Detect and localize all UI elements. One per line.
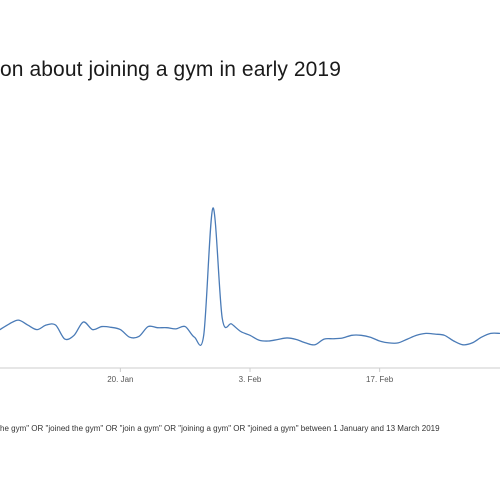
series-line [0,207,500,347]
x-tick-label: 17. Feb [366,375,394,384]
x-tick-label: 3. Feb [239,375,262,384]
chart-title: on about joining a gym in early 2019 [0,58,341,81]
plot-area: 20. Jan 3. Feb 17. Feb [0,207,500,384]
x-axis-ticks: 20. Jan 3. Feb 17. Feb [107,368,394,384]
chart-caption: he gym" OR "joined the gym" OR "join a g… [0,424,440,433]
x-tick-label: 20. Jan [107,375,133,384]
